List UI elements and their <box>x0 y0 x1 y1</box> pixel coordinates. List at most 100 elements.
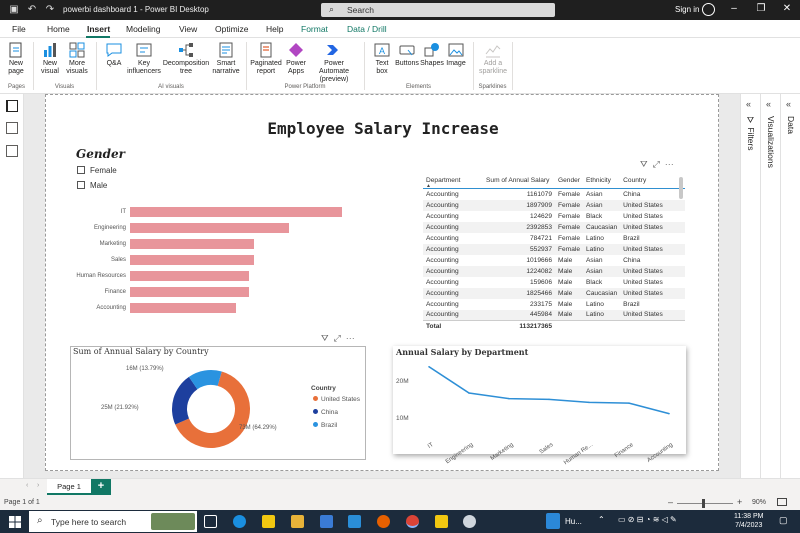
donut-slice-united-states[interactable] <box>175 371 250 448</box>
decomposition-tree-button[interactable]: Decomposition tree <box>162 42 210 76</box>
col-header-department[interactable]: Department ▲ <box>423 175 483 189</box>
tray-icons[interactable]: ▭ ⊘ ⊟ ◔ ≋ ◁ ✎ <box>618 515 677 524</box>
bar-sales[interactable] <box>130 255 254 265</box>
col-header-ethnicity[interactable]: Ethnicity <box>583 175 621 189</box>
filter-icon[interactable]: ⛛ <box>321 333 334 343</box>
focus-mode-icon[interactable]: ⤢ <box>652 159 665 169</box>
power-bi-taskbar-icon[interactable] <box>262 515 275 528</box>
menu-view[interactable]: View <box>179 24 198 34</box>
table-row[interactable]: Accounting 1019666 Male Asian China <box>423 255 685 266</box>
store-icon[interactable] <box>320 515 333 528</box>
line-point[interactable] <box>628 402 630 404</box>
bar-marketing[interactable] <box>130 239 254 249</box>
redo-icon[interactable]: ↷ <box>45 4 55 15</box>
report-view-icon[interactable] <box>6 100 18 112</box>
notifications-icon[interactable]: ▢ <box>779 515 788 525</box>
close-icon[interactable]: ✕ <box>782 3 792 14</box>
menu-format[interactable]: Format <box>301 24 328 34</box>
taskbar-search-box[interactable]: ⌕ Type here to search <box>29 511 197 532</box>
zoom-out-icon[interactable]: – <box>668 497 674 507</box>
mail-icon[interactable] <box>348 515 361 528</box>
collapse-chevron-icon[interactable]: « <box>786 99 792 109</box>
table-row[interactable]: Accounting 1897909 Female Asian United State… <box>423 199 685 211</box>
fit-to-page-icon[interactable] <box>777 498 787 506</box>
col-header-gender[interactable]: Gender <box>555 175 583 189</box>
menu-data-drill[interactable]: Data / Drill <box>347 24 387 34</box>
donut-slice-china[interactable] <box>172 376 198 425</box>
file-explorer-icon[interactable] <box>291 515 304 528</box>
table-row[interactable]: Accounting 233175 Male Latino Brazil <box>423 299 685 310</box>
next-page-icon[interactable]: › <box>37 482 40 489</box>
line-chart[interactable] <box>393 346 686 454</box>
line-point[interactable] <box>428 365 430 368</box>
text-box-button[interactable]: A Text box <box>370 42 394 76</box>
line-point[interactable] <box>588 401 590 404</box>
add-page-button[interactable]: + <box>91 479 111 495</box>
title-search-box[interactable]: ⌕ Search <box>321 3 555 17</box>
line-point[interactable] <box>548 398 550 401</box>
bar-human-resources[interactable] <box>130 271 250 281</box>
task-view-icon[interactable] <box>204 515 217 528</box>
table-view-icon[interactable] <box>6 122 18 134</box>
app-icon[interactable] <box>463 515 476 528</box>
zoom-slider[interactable] <box>677 503 733 504</box>
power-automate-button[interactable]: Power Automate (preview) <box>309 42 359 84</box>
new-page-button[interactable]: New page <box>3 42 29 76</box>
more-options-icon[interactable]: ⋯ <box>345 333 360 343</box>
department-line-card[interactable]: Annual Salary by Department 20M 10M IT En… <box>393 346 686 466</box>
table-row[interactable]: Accounting 552937 Female Latino United State… <box>423 243 685 255</box>
menu-modeling[interactable]: Modeling <box>126 24 161 34</box>
edge-icon[interactable] <box>233 515 246 528</box>
shapes-button[interactable]: Shapes <box>420 42 444 68</box>
user-avatar-icon[interactable] <box>702 3 715 16</box>
visualizations-pane[interactable]: « Visualizations <box>760 94 780 478</box>
chrome-icon[interactable] <box>406 515 419 528</box>
legend-item[interactable]: China <box>313 409 338 416</box>
page-tab-1[interactable]: Page 1 <box>47 479 91 495</box>
table-row[interactable]: Accounting 445984 Male Latino United States <box>423 309 685 321</box>
bar-accounting[interactable] <box>130 303 236 313</box>
qa-button[interactable]: Q&A <box>103 42 125 68</box>
slicer-option-male[interactable]: Male <box>77 181 107 190</box>
legend-item[interactable]: Brazil <box>313 422 337 429</box>
menu-help[interactable]: Help <box>266 24 284 34</box>
table-row[interactable]: Accounting 1825466 Male Caucasian United Sta… <box>423 287 685 299</box>
show-hidden-icons-icon[interactable]: ⌃ <box>598 515 605 524</box>
legend-item[interactable]: United States <box>313 396 360 403</box>
salary-table[interactable]: Department ▲ Sum of Annual Salary Gender … <box>423 175 685 332</box>
focus-mode-icon[interactable]: ⤢ <box>333 333 346 343</box>
collapse-chevron-icon[interactable]: « <box>746 99 752 109</box>
menu-insert[interactable]: Insert <box>87 24 111 34</box>
buttons-button[interactable]: Buttons <box>394 42 420 68</box>
minimize-icon[interactable]: – <box>731 3 737 14</box>
table-row[interactable]: Accounting 159606 Male Black United States <box>423 277 685 288</box>
zoom-in-icon[interactable]: + <box>737 497 743 507</box>
bar-it[interactable] <box>130 207 342 217</box>
table-row[interactable]: Accounting 1161079 Female Asian China <box>423 189 685 200</box>
slicer-option-female[interactable]: Female <box>77 166 117 175</box>
power-apps-button[interactable]: Power Apps <box>283 42 309 76</box>
line-series[interactable] <box>428 366 670 415</box>
windows-start-icon[interactable] <box>9 516 21 528</box>
key-influencers-button[interactable]: Key influencers <box>126 42 162 76</box>
smart-narrative-button[interactable]: Smart narrative <box>211 42 241 76</box>
menu-home[interactable]: Home <box>47 24 70 34</box>
menu-optimize[interactable]: Optimize <box>215 24 249 34</box>
country-donut-card[interactable]: Sum of Annual Salary by Country 16M (13.… <box>70 346 366 460</box>
model-view-icon[interactable] <box>6 145 18 157</box>
bar-finance[interactable] <box>130 287 250 297</box>
sign-in-link[interactable]: Sign in <box>675 5 700 14</box>
zoom-slider-thumb[interactable] <box>702 499 705 508</box>
table-scrollbar[interactable] <box>679 177 683 199</box>
menu-file[interactable]: File <box>12 24 26 34</box>
table-row[interactable]: Accounting 2392853 Female Caucasian United S… <box>423 221 685 233</box>
line-point[interactable] <box>668 412 670 415</box>
col-header-country[interactable]: Country <box>620 175 685 189</box>
restore-icon[interactable]: ❐ <box>756 3 766 14</box>
filters-pane[interactable]: « ⛛ Filters <box>740 94 760 478</box>
line-point[interactable] <box>468 392 470 394</box>
paginated-report-button[interactable]: Paginated report <box>250 42 282 76</box>
col-header-sum-annual-salary[interactable]: Sum of Annual Salary <box>483 175 555 189</box>
undo-icon[interactable]: ↶ <box>27 4 37 15</box>
add-sparkline-button[interactable]: Add a sparkline <box>477 42 509 76</box>
